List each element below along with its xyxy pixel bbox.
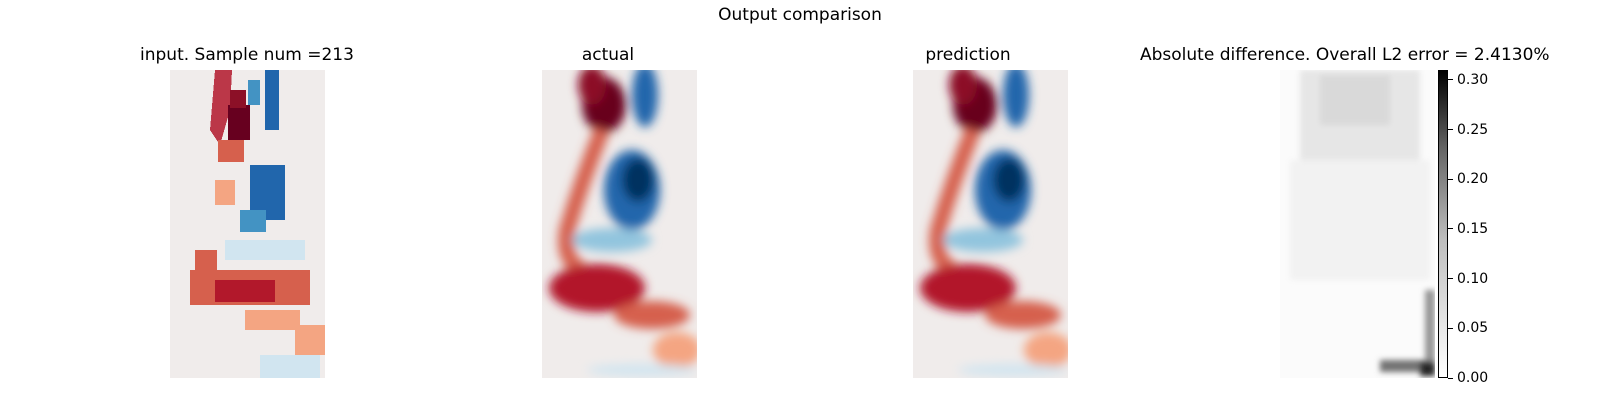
difference-heatmap [1280,70,1435,378]
colorbar-tick-label: 0.30 [1457,71,1489,88]
prediction-panel-title: prediction [925,45,1011,65]
colorbar-tick [1448,327,1453,329]
actual-heatmap [542,70,697,378]
colorbar-tick [1448,377,1453,379]
colorbar-tick-label: 0.25 [1457,121,1489,138]
figure-title: Output comparison [718,5,882,25]
colorbar-tick-label: 0.05 [1457,320,1489,337]
difference-field-blobs [1290,70,1435,376]
colorbar-tick-label: 0.00 [1457,370,1489,386]
colorbar-tick [1448,278,1453,280]
colorbar-tick [1448,129,1453,131]
colorbar-tick [1448,79,1453,81]
input-heatmap [170,70,325,378]
actual-field-blobs [549,70,697,376]
colorbar-tick-label: 0.20 [1457,171,1489,188]
prediction-heatmap [913,70,1068,378]
colorbar-tick-label: 0.15 [1457,220,1489,237]
input-panel-title: input. Sample num =213 [140,45,354,65]
colorbar-tick [1448,178,1453,180]
colorbar-tick [1448,228,1453,230]
prediction-field-blobs [920,70,1068,376]
actual-panel-title: actual [581,45,635,65]
colorbar-tick-label: 0.10 [1457,270,1489,287]
input-field-blobs [190,70,325,378]
colorbar [1438,70,1448,378]
difference-panel-title: Absolute difference. Overall L2 error = … [1140,45,1550,65]
